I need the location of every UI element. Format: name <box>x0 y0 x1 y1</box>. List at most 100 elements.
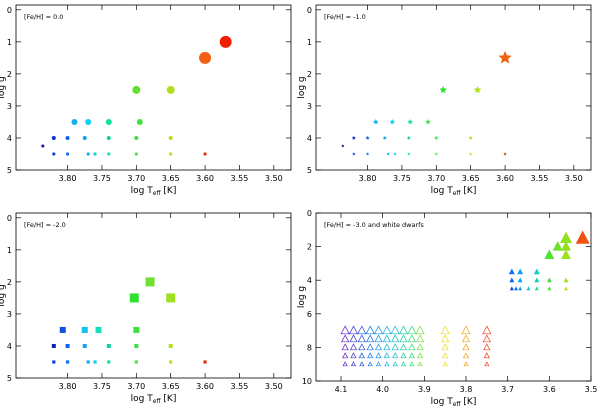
y-tick-label: 5 <box>7 374 12 383</box>
data-point <box>389 118 396 125</box>
data-point <box>136 118 143 125</box>
x-label-rest: [K] <box>161 186 177 196</box>
data-point <box>93 360 97 364</box>
data-point <box>169 360 173 364</box>
data-point <box>352 152 356 156</box>
data-point <box>434 152 439 156</box>
data-point <box>82 135 87 140</box>
data-point <box>106 343 111 348</box>
y-tick-label: 0 <box>7 214 12 223</box>
y-tick-label: 3 <box>7 102 12 111</box>
y-axis-label: log g <box>297 286 307 308</box>
data-point <box>168 135 173 140</box>
data-point <box>169 152 173 156</box>
x-tick-label: 3.70 <box>127 382 145 391</box>
data-point <box>382 325 392 335</box>
data-point <box>575 230 590 244</box>
data-point <box>134 360 138 364</box>
x-tick-label: 3.80 <box>59 382 77 391</box>
data-point <box>81 326 88 333</box>
x-label-rest: [K] <box>161 394 177 404</box>
data-point <box>382 334 391 343</box>
x-tick-label: 4.1 <box>335 385 348 394</box>
data-point <box>440 325 450 335</box>
data-point <box>357 325 367 335</box>
x-tick-label: 3.70 <box>427 174 445 183</box>
annotation: [Fe/H] = -2.0 <box>24 221 66 229</box>
data-point <box>517 277 523 283</box>
data-point <box>468 135 473 140</box>
data-point <box>134 152 138 156</box>
data-point <box>340 325 350 335</box>
annotation: [Fe/H] = -3.0 and white dwarfs <box>324 221 424 229</box>
data-point <box>415 325 425 335</box>
y-tick-label: 0 <box>307 6 312 15</box>
data-point <box>107 152 111 156</box>
x-label-sub: eff <box>153 190 162 197</box>
data-point <box>409 361 415 367</box>
x-label-main: log T <box>431 186 454 196</box>
data-point <box>391 343 399 351</box>
x-tick-label: 4.0 <box>376 385 389 394</box>
data-point <box>203 360 207 364</box>
data-point <box>341 144 345 148</box>
data-point <box>392 352 399 359</box>
annotation: [Fe/H] = 0.0 <box>24 13 63 21</box>
x-tick-label: 3.7 <box>501 385 514 394</box>
data-point <box>482 334 491 343</box>
x-tick-label: 3.50 <box>265 174 283 183</box>
data-point <box>463 361 469 367</box>
data-point <box>65 152 70 156</box>
y-axis-label: log g <box>0 284 7 306</box>
y-tick-label: 10 <box>302 377 312 386</box>
data-point <box>546 277 552 283</box>
data-point <box>560 231 572 243</box>
y-tick-label: 4 <box>7 342 12 351</box>
y-tick-label: 3 <box>307 102 312 111</box>
data-point <box>65 135 70 140</box>
x-tick-label: 3.50 <box>265 382 283 391</box>
plot-frame <box>315 212 592 382</box>
x-tick-label: 3.70 <box>127 174 145 183</box>
data-point <box>417 361 423 367</box>
x-tick-label: 3.75 <box>393 174 411 183</box>
data-point <box>441 343 449 351</box>
data-point <box>106 135 111 140</box>
x-label-sub: eff <box>453 401 462 408</box>
data-point <box>107 360 111 364</box>
data-point <box>129 293 139 303</box>
data-point <box>561 249 571 259</box>
x-tick-label: 3.55 <box>231 382 249 391</box>
data-point <box>168 343 173 348</box>
y-tick-label: 4 <box>307 276 312 285</box>
data-point <box>425 118 431 125</box>
data-point <box>563 277 569 283</box>
data-point <box>357 334 366 343</box>
data-point <box>461 334 471 343</box>
x-tick-label: 3.5 <box>585 385 598 394</box>
data-point <box>342 361 348 367</box>
data-point <box>65 360 70 364</box>
data-point <box>71 118 78 125</box>
data-point <box>52 152 56 156</box>
data-point <box>372 118 379 125</box>
data-point <box>517 268 524 275</box>
x-tick-label: 3.50 <box>565 174 583 183</box>
data-point <box>400 352 407 359</box>
data-point <box>407 152 411 156</box>
y-tick-label: 2 <box>307 243 312 252</box>
x-axis-label: log Teff [K] <box>431 186 477 197</box>
data-point <box>399 334 408 343</box>
data-point <box>342 352 349 359</box>
x-tick-label: 3.80 <box>59 174 77 183</box>
y-tick-label: 1 <box>7 246 12 255</box>
data-point <box>105 118 112 125</box>
data-point <box>468 152 473 156</box>
panel: 4.1 4.0 3.9 3.8 3.7 3.6 3.5 0 2 4 6 8 10 [Fe/H] = -3.… <box>297 209 597 408</box>
data-point <box>461 325 471 335</box>
data-point <box>95 326 102 333</box>
y-tick-label: 8 <box>307 343 312 352</box>
data-point <box>509 277 515 283</box>
data-point <box>398 325 409 335</box>
